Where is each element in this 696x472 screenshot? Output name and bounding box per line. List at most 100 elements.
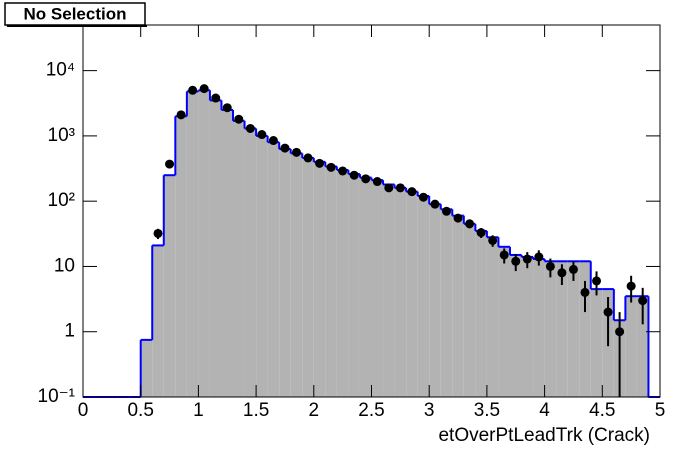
histogram-bar <box>521 256 534 397</box>
histogram-bar <box>175 116 187 398</box>
histogram-bar <box>590 289 603 397</box>
data-point <box>280 143 290 153</box>
y-tick-label: 10⁴ <box>46 60 75 81</box>
x-tick-label: 4.5 <box>589 400 615 421</box>
histogram-bar <box>359 177 372 397</box>
histogram-bar <box>163 175 176 397</box>
histogram-bar <box>533 259 545 397</box>
data-point <box>188 85 198 95</box>
data-point <box>372 177 382 187</box>
histogram-bar <box>406 191 418 397</box>
data-point <box>176 110 186 120</box>
data-point <box>580 287 590 297</box>
histogram-bar <box>567 261 580 397</box>
data-point <box>568 264 578 274</box>
histogram-bar <box>186 91 199 398</box>
data-point <box>488 235 498 245</box>
data-point <box>268 136 278 146</box>
y-tick-label: 10 <box>54 255 75 276</box>
histogram-bar <box>429 204 441 397</box>
histogram-bar <box>336 170 349 397</box>
data-point <box>245 123 255 133</box>
histogram-bar <box>383 184 395 397</box>
data-point <box>499 250 509 260</box>
x-tick-label: 2 <box>309 400 320 421</box>
histogram-bar <box>302 157 314 397</box>
data-point <box>476 228 486 238</box>
histogram-bar <box>279 148 291 397</box>
data-point <box>211 93 221 103</box>
data-point <box>465 219 475 229</box>
y-tick-label: 10⁻¹ <box>38 386 76 407</box>
data-point <box>153 228 163 238</box>
histogram-bar <box>209 100 222 397</box>
data-point <box>453 213 463 223</box>
data-point <box>361 174 371 184</box>
histogram-bar <box>233 120 245 398</box>
data-point <box>315 158 325 168</box>
histogram-bar <box>509 254 522 397</box>
data-point <box>384 183 394 193</box>
histogram-bar <box>267 142 280 397</box>
data-point <box>534 252 544 262</box>
data-point <box>626 281 636 291</box>
histogram-bar <box>475 230 487 397</box>
histogram-bar <box>463 223 476 397</box>
data-point <box>430 199 440 209</box>
histogram-bar <box>556 261 568 397</box>
data-point <box>303 153 313 163</box>
histogram-bar <box>498 246 510 397</box>
data-point <box>349 170 359 180</box>
data-point <box>592 276 602 286</box>
data-point <box>222 103 232 113</box>
data-point <box>418 192 428 202</box>
x-axis-label: etOverPtLeadTrk (Crack) <box>438 425 650 446</box>
data-point <box>638 296 648 306</box>
histogram-bar <box>394 187 407 397</box>
histogram-bar <box>636 296 649 397</box>
histogram-bar <box>440 209 453 397</box>
histogram-bar <box>290 153 303 397</box>
data-point <box>199 84 209 94</box>
histogram-bar <box>152 245 164 397</box>
x-tick-label: 3 <box>424 400 435 421</box>
data-point <box>557 268 567 278</box>
y-tick-label: 10² <box>48 190 75 211</box>
data-point <box>165 159 175 169</box>
x-tick-label: 4 <box>539 400 550 421</box>
data-point <box>234 114 244 124</box>
histogram-bar <box>371 180 384 397</box>
histogram-bar <box>198 90 210 397</box>
x-tick-label: 3.5 <box>474 400 500 421</box>
x-tick-label: 1 <box>193 400 204 421</box>
y-tick-label: 1 <box>64 321 75 342</box>
histogram-bar <box>579 261 591 397</box>
data-point <box>603 307 613 317</box>
histogram-bar <box>544 261 557 397</box>
data-point <box>291 147 301 157</box>
data-point <box>395 183 405 193</box>
data-point <box>407 187 417 197</box>
histogram-bar <box>417 196 430 397</box>
x-tick-label: 2.5 <box>358 400 384 421</box>
data-point <box>545 261 555 271</box>
data-point <box>615 327 625 337</box>
histogram-bar <box>244 128 257 398</box>
data-point <box>257 130 267 140</box>
data-point <box>338 166 348 176</box>
histogram-bar <box>256 135 268 397</box>
x-tick-label: 0 <box>78 400 89 421</box>
histogram-bar <box>348 174 360 397</box>
histogram-bar <box>313 161 326 397</box>
histogram-bar <box>140 339 153 397</box>
data-point <box>326 162 336 172</box>
chart-title: No Selection <box>24 4 127 23</box>
histogram-bar <box>221 109 234 397</box>
y-tick-label: 10³ <box>48 125 75 146</box>
x-tick-label: 5 <box>655 400 666 421</box>
histogram-bar <box>625 296 637 397</box>
x-tick-label: 1.5 <box>243 400 269 421</box>
histogram-bar <box>325 166 337 397</box>
